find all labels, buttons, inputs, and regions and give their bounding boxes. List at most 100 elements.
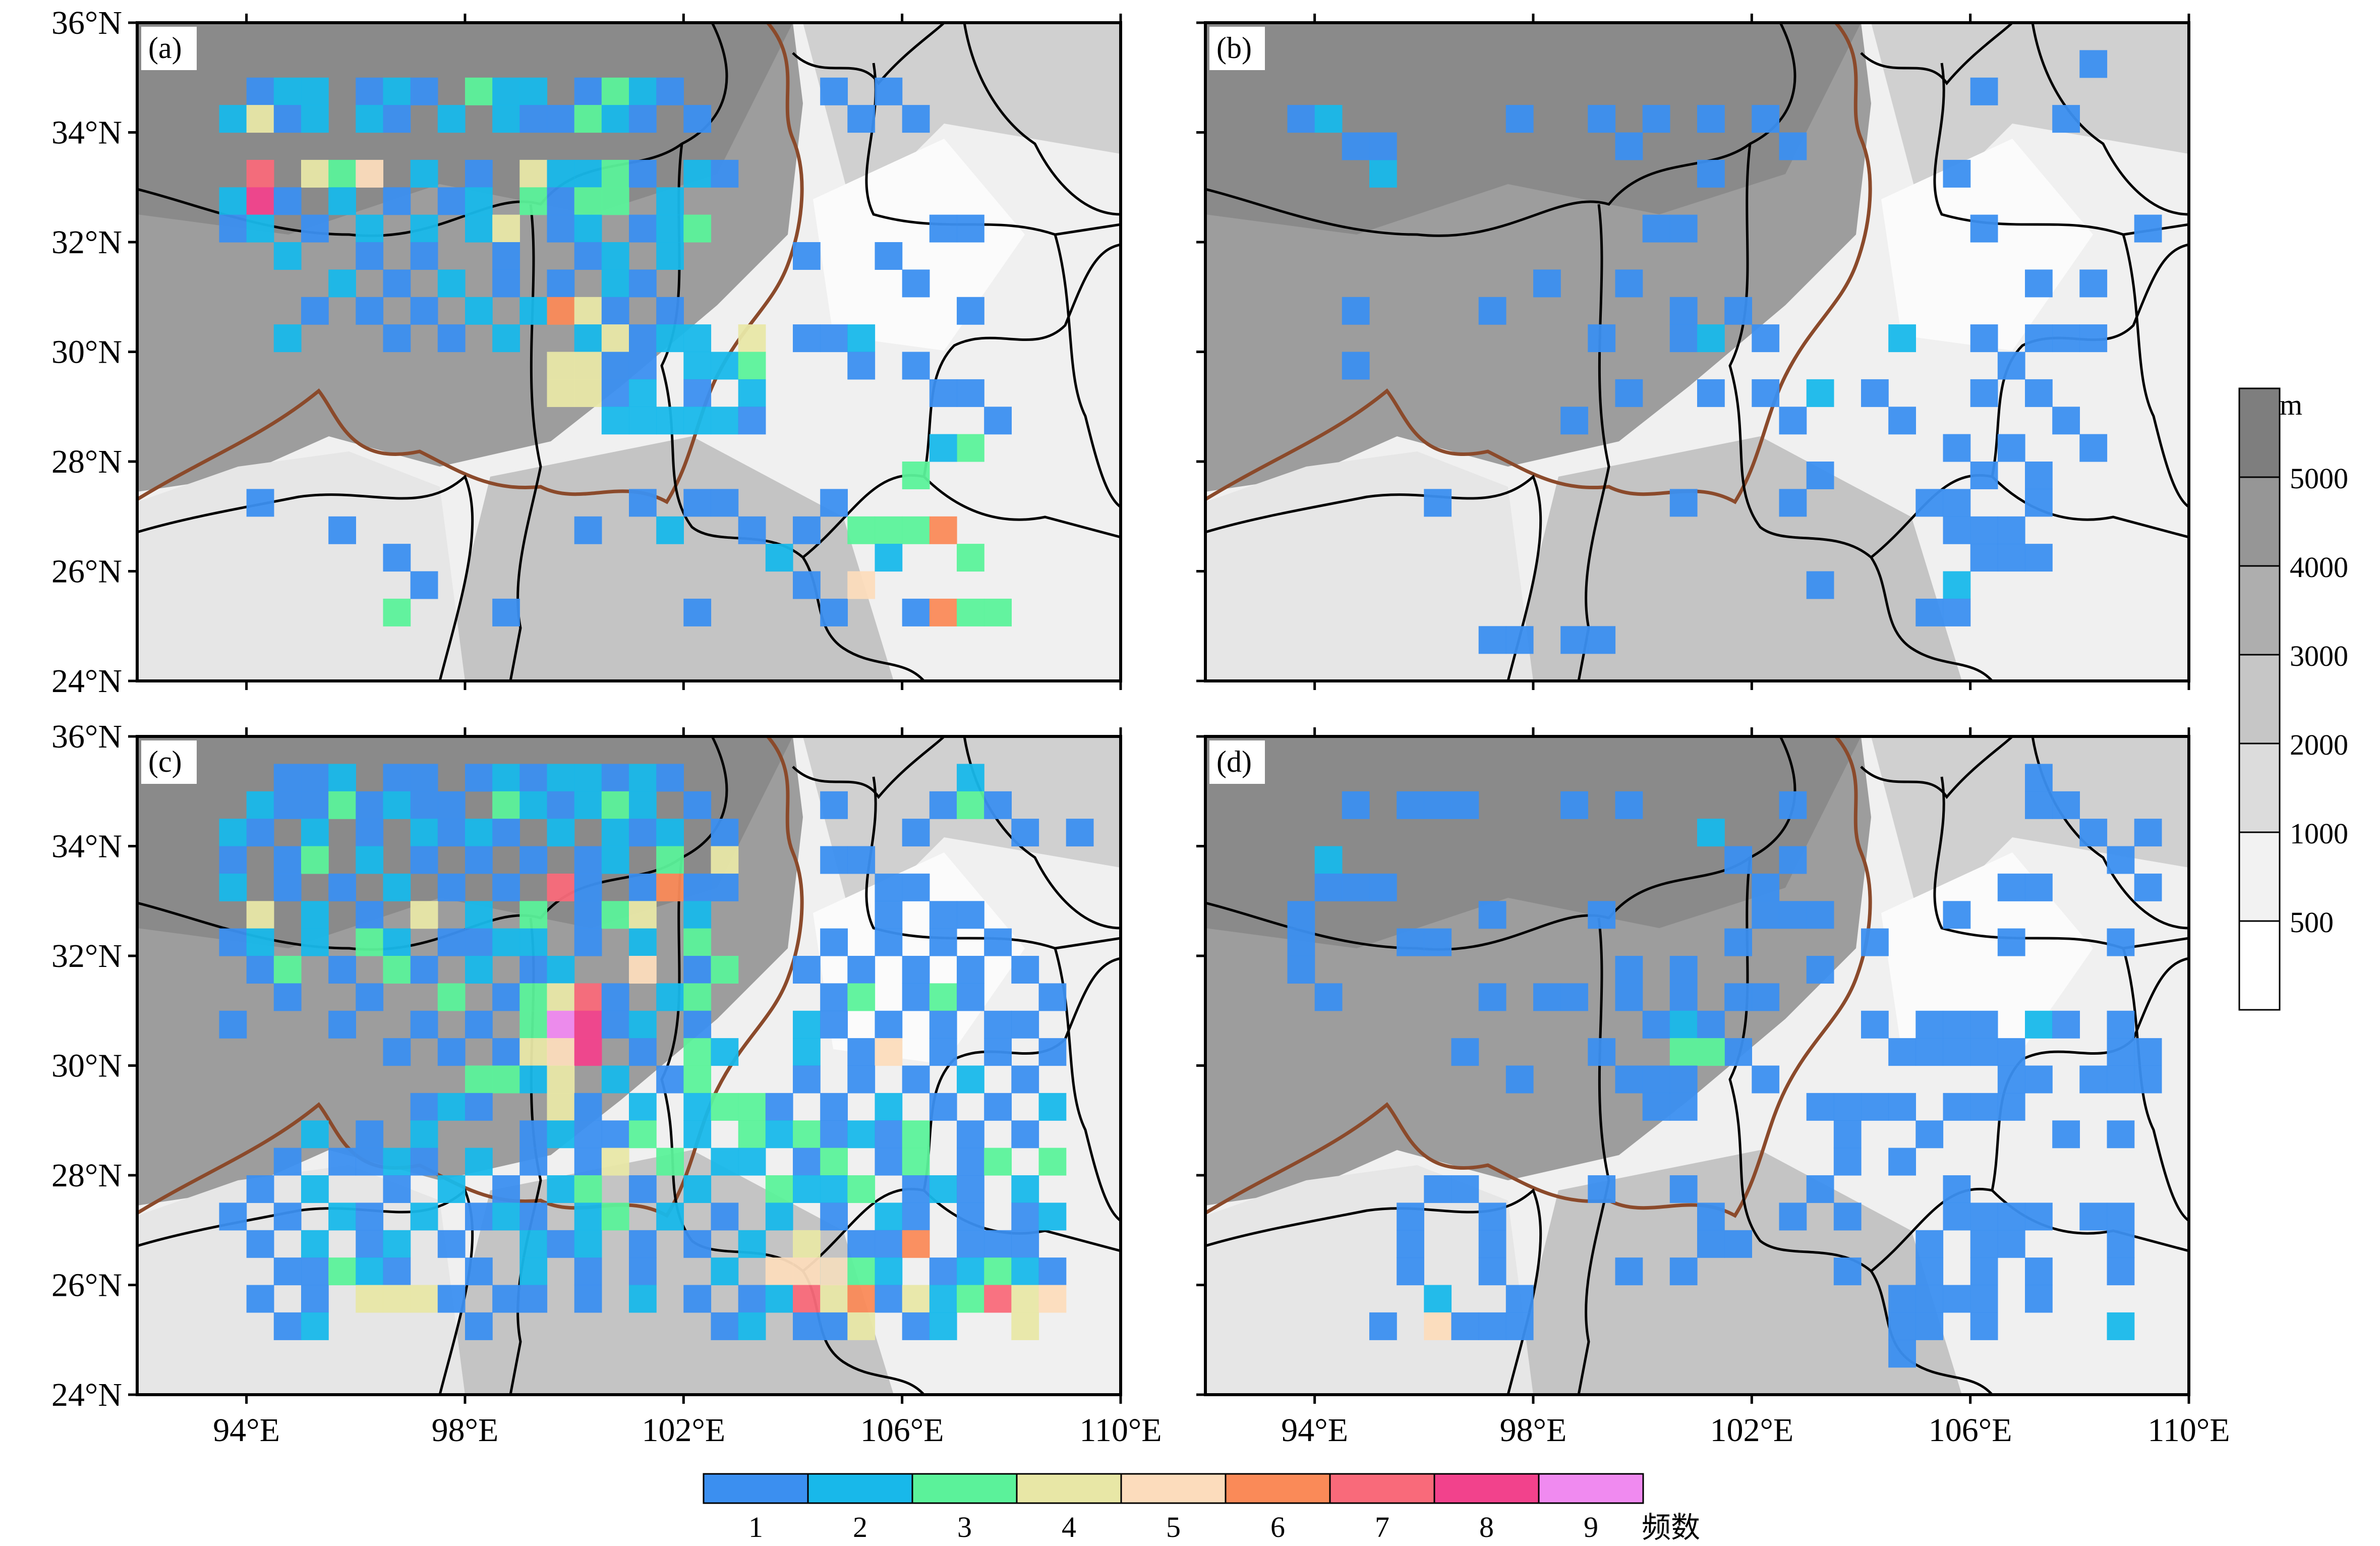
frequency-cell xyxy=(629,819,657,847)
frequency-cell xyxy=(601,379,629,407)
frequency-cell xyxy=(1861,928,1889,956)
frequency-cell xyxy=(1397,791,1424,819)
frequency-cell xyxy=(683,214,712,243)
frequency-cell xyxy=(1943,901,1971,929)
frequency-cell xyxy=(219,873,247,901)
frequency-cell xyxy=(1970,1312,1998,1340)
frequency-colorbar: 1 2 3 4 5 6 7 8 9 xyxy=(703,1473,1644,1543)
frequency-cell xyxy=(574,1175,602,1203)
frequency-cell xyxy=(519,901,548,929)
frequency-cell xyxy=(1697,105,1725,133)
frequency-cell xyxy=(519,1257,548,1286)
frequency-cell xyxy=(875,1148,903,1176)
elevation-colorbar-swatch xyxy=(2238,654,2281,745)
frequency-cell xyxy=(929,1038,957,1066)
frequency-cell xyxy=(273,956,302,984)
frequency-cell xyxy=(2107,1010,2135,1039)
frequency-cell xyxy=(601,77,629,105)
frequency-cell xyxy=(820,598,848,626)
frequency-cell xyxy=(301,901,329,929)
frequency-cell xyxy=(683,1038,712,1066)
frequency-cell xyxy=(1943,1203,1971,1231)
frequency-cell xyxy=(601,901,629,929)
frequency-cell xyxy=(1011,1010,1039,1039)
frequency-cell xyxy=(1697,1038,1725,1066)
frequency-cell xyxy=(683,873,712,901)
frequency-cell xyxy=(1779,846,1807,874)
elevation-colorbar-swatch xyxy=(2238,742,2281,833)
frequency-cell xyxy=(547,187,575,215)
frequency-cell xyxy=(1669,1257,1698,1286)
frequency-cell xyxy=(1478,626,1506,654)
frequency-cell xyxy=(656,407,684,435)
frequency-cell xyxy=(492,1285,520,1313)
frequency-cell xyxy=(437,324,466,353)
frequency-cell xyxy=(246,1175,274,1203)
frequency-cell xyxy=(219,928,247,956)
frequency-cell xyxy=(1397,1203,1424,1231)
frequency-cell xyxy=(1369,132,1397,160)
frequency-cell xyxy=(629,1120,657,1149)
frequency-cell xyxy=(1697,1203,1725,1231)
frequency-cell xyxy=(383,544,411,572)
frequency-cell xyxy=(929,1093,957,1121)
elevation-colorbar-label: 1000 xyxy=(2290,817,2348,850)
frequency-cell xyxy=(328,1010,356,1039)
frequency-colorbar-label: 4 xyxy=(1062,1511,1076,1543)
frequency-cell xyxy=(875,901,903,929)
frequency-cell xyxy=(383,598,411,626)
frequency-cells xyxy=(1287,764,2162,1368)
frequency-cell xyxy=(711,407,739,435)
frequency-cell xyxy=(356,242,384,270)
frequency-cell xyxy=(1478,1203,1506,1231)
lon-tick-label: 102°E xyxy=(1710,1412,1793,1449)
frequency-cell xyxy=(273,1148,302,1176)
frequency-cell xyxy=(410,571,438,599)
frequency-cell xyxy=(929,1285,957,1313)
frequency-cell xyxy=(629,269,657,298)
frequency-cell xyxy=(847,1285,876,1313)
frequency-cell xyxy=(1724,1038,1752,1066)
frequency-cell xyxy=(1888,1038,1916,1066)
frequency-cell xyxy=(711,1093,739,1121)
frequency-cell xyxy=(356,297,384,325)
lat-tick-label: 26°N xyxy=(51,553,122,590)
frequency-cell xyxy=(1669,489,1698,517)
frequency-cell xyxy=(492,598,520,626)
elevation-colorbar-swatch xyxy=(2238,476,2281,567)
frequency-cell xyxy=(519,1230,548,1258)
frequency-cell xyxy=(1806,956,1834,984)
frequency-cell xyxy=(383,324,411,353)
frequency-cell xyxy=(519,1203,548,1231)
frequency-cell xyxy=(1806,571,1834,599)
frequency-cell xyxy=(301,1120,329,1149)
frequency-cell xyxy=(1724,846,1752,874)
province-border xyxy=(1860,23,2013,86)
frequency-cell xyxy=(1669,956,1698,984)
frequency-cell xyxy=(601,407,629,435)
frequency-cell xyxy=(301,1175,329,1203)
frequency-cell xyxy=(1697,379,1725,407)
frequency-cell xyxy=(1915,1312,1944,1340)
frequency-cell xyxy=(793,1175,821,1203)
frequency-cell xyxy=(465,956,493,984)
frequency-cell xyxy=(711,1257,739,1286)
frequency-cell xyxy=(519,297,548,325)
frequency-cell xyxy=(492,269,520,298)
frequency-cell xyxy=(2052,105,2080,133)
frequency-cell xyxy=(683,159,712,188)
frequency-colorbar-swatch xyxy=(807,1473,913,1504)
frequency-cell xyxy=(1779,407,1807,435)
lat-tick-label: 28°N xyxy=(51,1157,122,1194)
frequency-cell xyxy=(465,77,493,105)
frequency-cell xyxy=(875,1010,903,1039)
frequency-cell xyxy=(820,1257,848,1286)
frequency-cell xyxy=(902,1175,930,1203)
lat-tick-label: 30°N xyxy=(51,334,122,371)
frequency-cell xyxy=(1970,214,1998,243)
frequency-cell xyxy=(820,489,848,517)
frequency-cell xyxy=(2025,1010,2053,1039)
frequency-cell xyxy=(629,791,657,819)
frequency-cell xyxy=(2079,819,2108,847)
frequency-cell xyxy=(902,1203,930,1231)
